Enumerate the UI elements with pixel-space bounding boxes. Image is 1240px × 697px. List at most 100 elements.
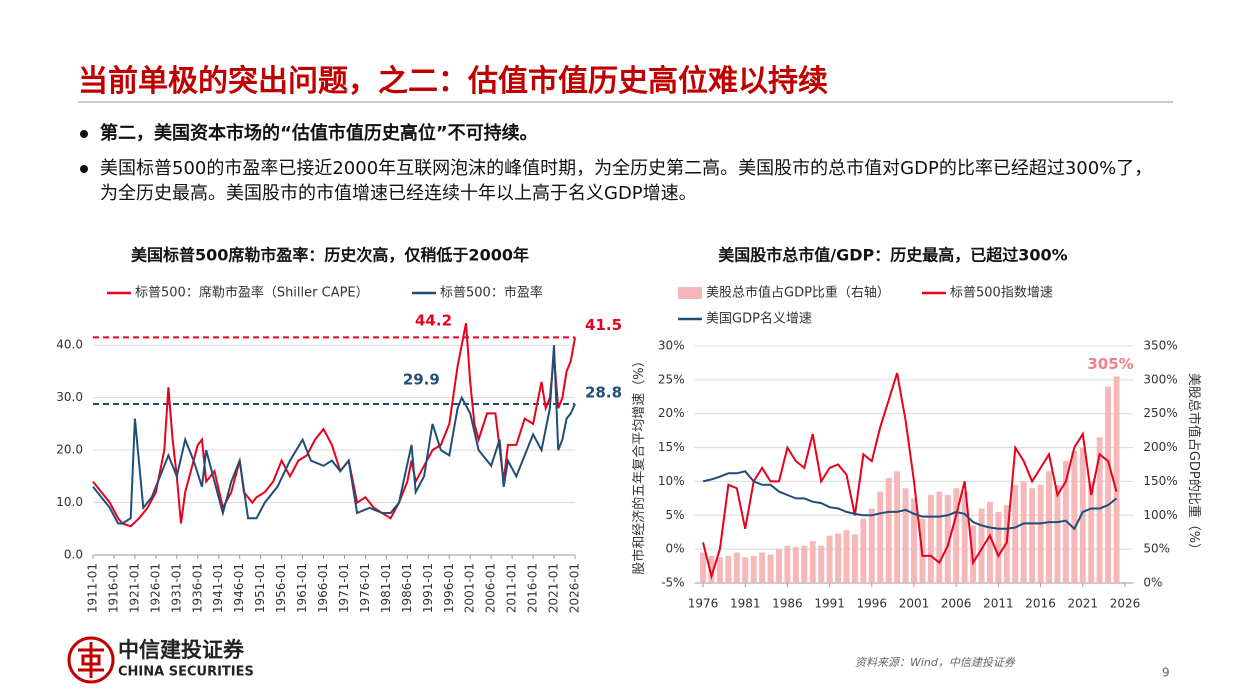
bar (716, 557, 723, 583)
bar (860, 518, 867, 583)
x-tick-label: 1976-01 (358, 563, 372, 613)
y-tick-label: 20% (658, 406, 685, 420)
bar (767, 554, 774, 583)
x-tick-label: 1911-01 (86, 563, 100, 613)
bar (961, 491, 968, 583)
x-tick-label: 1981-01 (379, 563, 393, 613)
y2-tick-label: 100% (1143, 508, 1177, 522)
y2-tick-label: 150% (1143, 474, 1177, 488)
bar (843, 530, 850, 583)
x-tick-label: 1981 (730, 597, 761, 611)
x-tick-label: 1941-01 (211, 563, 225, 613)
bar (1105, 386, 1112, 583)
x-tick-label: 2011 (983, 597, 1014, 611)
y-tick-label: 0% (666, 542, 685, 556)
series-line (702, 470, 1118, 531)
bar (877, 491, 884, 583)
x-tick-label: 1986 (772, 597, 803, 611)
y-axis-label: 股市和经济的五年复合平均增速（%） (631, 354, 647, 574)
x-tick-label: 2021-01 (547, 563, 561, 613)
x-tick-label: 1961-01 (295, 563, 309, 613)
chart-title: 美国标普500席勒市盈率：历史次高，仅稍低于2000年 (131, 246, 529, 265)
bar (851, 534, 858, 583)
bar (995, 511, 1002, 583)
bar (944, 494, 951, 583)
x-tick-label: 1991-01 (421, 563, 435, 613)
bar (1012, 484, 1019, 583)
chart-title: 美国股市总市值/GDP：历史最高，已超过300% (718, 246, 1067, 265)
y2-tick-label: 50% (1143, 542, 1170, 556)
y-tick-label: 5% (666, 508, 685, 522)
bar (835, 533, 842, 583)
y-tick-label: -5% (661, 576, 684, 590)
legend-label: 标普500：席勒市盈率（Shiller CAPE） (135, 285, 369, 301)
y-tick-label: 40.0 (56, 338, 83, 352)
y2-tick-label: 0% (1143, 576, 1162, 590)
bar (776, 549, 782, 583)
bar (1046, 471, 1052, 583)
annotation: 41.5 (585, 316, 622, 334)
logo: 中信建投证券 CHINA SECURITIES (67, 636, 254, 684)
annotation: 44.2 (415, 312, 452, 330)
bar (1096, 437, 1103, 583)
x-tick-label: 1976 (688, 597, 719, 611)
bar (725, 555, 732, 583)
bar (986, 501, 993, 583)
bullet: 美国标普500的市盈率已接近2000年互联网泡沫的峰值时期，为全历史第二高。美国… (80, 156, 1160, 206)
x-tick-label: 2006 (941, 597, 972, 611)
legend-label: 美国GDP名义增速 (706, 311, 812, 327)
x-tick-label: 1991 (814, 597, 845, 611)
y-tick-label: 0.0 (64, 548, 83, 562)
legend-label: 标普500指数增速 (950, 286, 1053, 301)
x-tick-label: 1951-01 (253, 563, 267, 613)
y-tick-label: 20.0 (56, 443, 83, 457)
slide-title: 当前单极的突出问题，之二：估值市值历史高位难以持续 (78, 64, 828, 99)
value-label: 305% (1087, 355, 1133, 373)
x-tick-label: 1996-01 (442, 563, 456, 613)
bar (1054, 484, 1061, 583)
x-tick-label: 1916-01 (106, 563, 120, 613)
x-tick-label: 1971-01 (337, 563, 351, 613)
chart: 美国股市总市值/GDP：历史最高，已超过300% -5% 0% 5% 10% 15% 20%… (631, 246, 1202, 611)
logo-name: 中信建投证券 (118, 638, 245, 662)
bar (784, 545, 791, 583)
bar (1071, 450, 1078, 583)
bar (733, 552, 740, 583)
x-tick-label: 1931-01 (169, 563, 183, 613)
source: 资料来源：Wind，中信建投证券 (855, 656, 1016, 669)
legend-swatch (678, 287, 702, 299)
x-tick-label: 1966-01 (316, 563, 330, 613)
bar (826, 535, 833, 583)
x-tick-label: 2006-01 (484, 563, 498, 613)
y2-tick-label: 350% (1143, 339, 1177, 353)
x-tick-label: 2026 (1110, 597, 1141, 611)
bar (1037, 484, 1044, 583)
bar (868, 508, 875, 583)
bar (885, 478, 892, 583)
bar (894, 471, 901, 583)
bullet: 第二，美国资本市场的“估值市值历史高位”不可持续。 (80, 121, 1160, 146)
logo-mark (78, 642, 104, 678)
y2-tick-label: 200% (1143, 440, 1177, 454)
x-tick-label: 1921-01 (127, 563, 141, 613)
annotation: 28.8 (585, 383, 622, 401)
title-rule (78, 101, 1173, 103)
legend-label: 美股总市值占GDP比重（右轴） (706, 285, 890, 301)
bar (801, 545, 808, 583)
x-tick-label: 1956-01 (274, 563, 288, 613)
y-tick-label: 10% (658, 474, 685, 488)
annotation: 29.9 (403, 371, 440, 389)
bar (1029, 488, 1036, 583)
legend-label: 标普500：市盈率 (440, 285, 543, 301)
bar (953, 488, 960, 583)
x-tick-label: 1986-01 (400, 563, 414, 613)
bar (818, 545, 825, 583)
x-tick-label: 1996 (857, 597, 888, 611)
y2-tick-label: 250% (1143, 406, 1177, 420)
bar (792, 547, 799, 583)
series-line (702, 372, 1118, 580)
bar (1020, 481, 1027, 583)
y-tick-label: 30% (658, 339, 685, 353)
bar (708, 555, 715, 583)
